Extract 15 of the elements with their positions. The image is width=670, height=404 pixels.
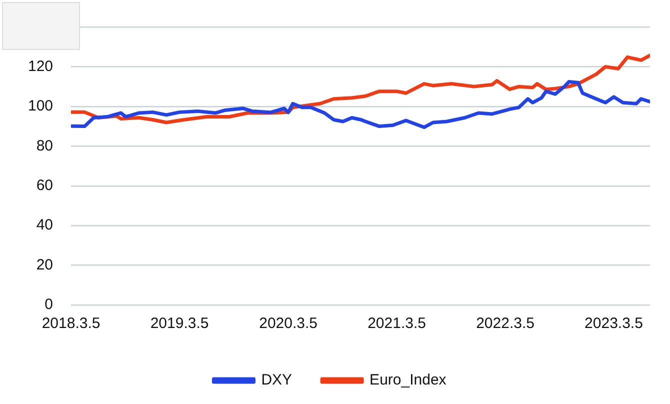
y-tick-label: 120 (28, 58, 54, 75)
x-tick-label: 2023.3.5 (584, 315, 643, 332)
y-tick-label: 20 (36, 256, 54, 274)
legend-label: DXY (261, 372, 292, 389)
x-tick-label: 2019.3.5 (150, 315, 209, 332)
x-tick-label: 2020.3.5 (259, 315, 318, 332)
x-tick-label: 2021.3.5 (368, 315, 426, 332)
y-tick-label: 100 (28, 98, 54, 115)
y-tick-label: 80 (36, 137, 54, 154)
y-tick-label: 0 (44, 296, 54, 314)
y-tick-label: 40 (36, 216, 54, 234)
x-tick-label: 2018.3.5 (42, 315, 100, 332)
y-tick-label: 60 (36, 177, 54, 194)
legend-label: Euro_Index (370, 372, 447, 389)
x-tick-label: 2022.3.5 (476, 315, 534, 332)
